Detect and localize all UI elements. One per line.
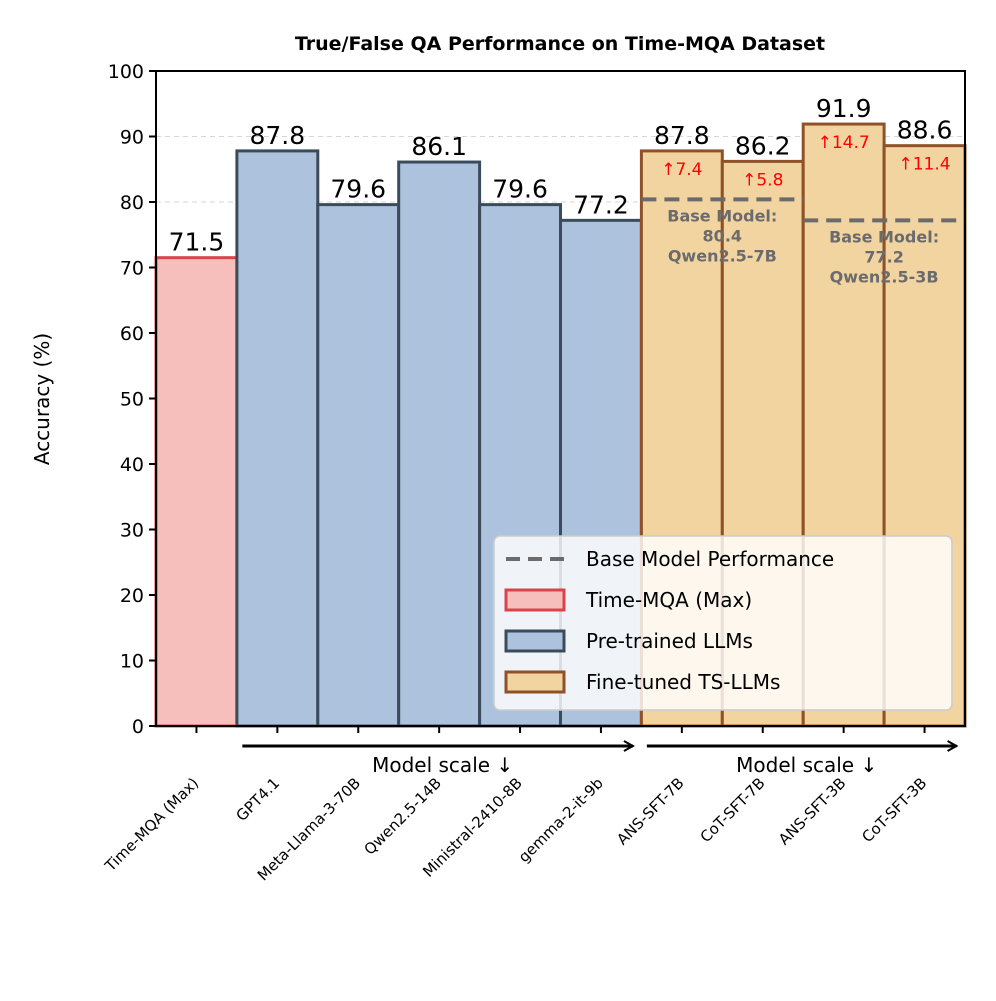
y-tick-label: 90 <box>120 127 144 149</box>
bar <box>235 149 320 728</box>
y-tick-label: 0 <box>132 716 144 738</box>
x-tick-label: Qwen2.5-14B <box>361 774 445 858</box>
base-model-label: Base Model: <box>829 227 939 246</box>
legend-label: Time-MQA (Max) <box>585 588 752 612</box>
chart-title: True/False QA Performance on Time-MQA Da… <box>295 33 825 55</box>
x-tick-label: gemma-2-it-9b <box>515 774 607 866</box>
y-tick-label: 70 <box>120 258 144 280</box>
value-label: 91.9 <box>816 94 872 123</box>
bar <box>397 160 482 728</box>
plot-frame <box>155 70 966 727</box>
legend-label: Pre-trained LLMs <box>586 629 753 653</box>
value-label: 71.5 <box>169 228 225 257</box>
value-label: 86.2 <box>735 131 791 160</box>
y-axis-label: Accuracy (%) <box>30 333 54 465</box>
scale-label: Model scale ↓ <box>736 753 877 777</box>
value-label: 87.8 <box>654 121 710 150</box>
y-tick-label: 30 <box>120 520 144 542</box>
y-tick-label: 60 <box>120 323 144 345</box>
x-tick-label: ANS-SFT-7B <box>613 774 687 848</box>
bar <box>316 203 401 728</box>
y-tick-label: 80 <box>120 192 144 214</box>
y-tick-label: 50 <box>120 389 144 411</box>
base-model-label: Qwen2.5-7B <box>668 246 777 265</box>
improvement-label: ↑11.4 <box>898 155 950 175</box>
scale-label: Model scale ↓ <box>372 753 513 777</box>
legend-swatch <box>504 670 566 694</box>
improvement-label: ↑7.4 <box>661 160 702 180</box>
y-tick-label: 40 <box>120 454 144 476</box>
value-label: 79.6 <box>492 175 548 204</box>
x-tick-label: CoT-SFT-7B <box>697 774 769 846</box>
value-label: 77.2 <box>573 190 629 219</box>
legend-label: Base Model Performance <box>586 547 834 571</box>
base-model-label: Base Model: <box>667 206 777 225</box>
x-tick-label: GPT4.1 <box>232 774 283 825</box>
value-label: 87.8 <box>250 121 306 150</box>
legend-swatch <box>504 629 566 653</box>
x-tick-label: CoT-SFT-3B <box>858 774 930 846</box>
legend: Base Model Performance Time-MQA (Max) Pre-… <box>493 535 953 711</box>
improvement-label: ↑5.8 <box>742 170 783 190</box>
base-model-label: Qwen2.5-3B <box>830 267 939 286</box>
legend-box <box>493 535 953 711</box>
value-label: 79.6 <box>330 175 386 204</box>
bar <box>154 256 239 728</box>
value-label: 88.6 <box>897 116 953 145</box>
base-model-label: 77.2 <box>864 247 903 266</box>
legend-label: Fine-tuned TS-LLMs <box>586 670 780 694</box>
x-tick-label: Time-MQA (Max) <box>101 774 203 876</box>
value-label: 86.1 <box>411 132 467 161</box>
y-tick-label: 10 <box>120 651 144 673</box>
x-tick-label: ANS-SFT-3B <box>775 774 849 848</box>
legend-swatch <box>504 588 566 612</box>
base-model-label: 80.4 <box>703 226 742 245</box>
improvement-label: ↑14.7 <box>818 133 870 153</box>
y-tick-label: 20 <box>120 585 144 607</box>
y-tick-label: 100 <box>108 61 144 83</box>
